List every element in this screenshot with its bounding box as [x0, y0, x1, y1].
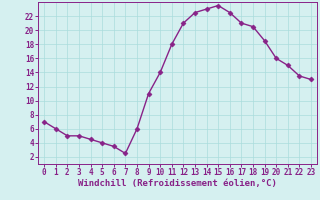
X-axis label: Windchill (Refroidissement éolien,°C): Windchill (Refroidissement éolien,°C) — [78, 179, 277, 188]
